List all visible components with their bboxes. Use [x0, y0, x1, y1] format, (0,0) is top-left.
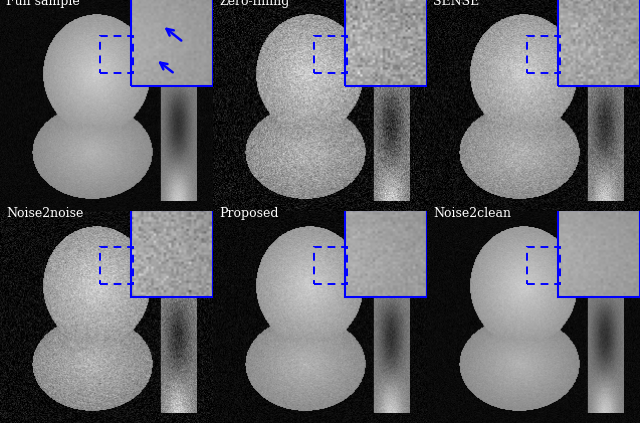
Bar — [558, 211, 640, 297]
Bar — [344, 211, 427, 297]
Text: SENSE: SENSE — [433, 0, 479, 8]
Text: Noise2clean: Noise2clean — [433, 207, 511, 220]
Bar — [344, 0, 427, 86]
Bar — [131, 0, 213, 86]
Text: Noise2noise: Noise2noise — [6, 207, 84, 220]
Text: Full sample: Full sample — [6, 0, 80, 8]
Text: Zero-filling: Zero-filling — [220, 0, 290, 8]
Text: Proposed: Proposed — [220, 207, 279, 220]
Bar — [558, 0, 640, 86]
Bar — [131, 211, 213, 297]
